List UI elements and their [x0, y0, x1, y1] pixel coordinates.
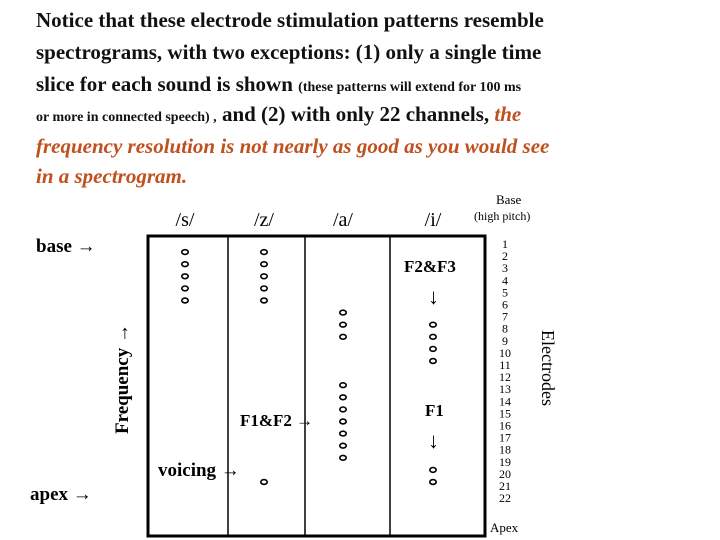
- electrode-number: 13: [499, 382, 511, 396]
- electrode-dot: [338, 430, 347, 437]
- electrode-dot: [181, 297, 190, 304]
- sound-label: /i/: [425, 209, 442, 231]
- text-segment: the: [494, 102, 522, 126]
- frame: [146, 234, 487, 538]
- electrode-dot: [428, 478, 437, 486]
- electrode-number: 11: [499, 358, 511, 372]
- electrode-number: 10: [499, 346, 511, 360]
- annotation: ↓: [428, 428, 439, 453]
- text-segment: (these patterns will extend for 100 ms: [298, 80, 522, 95]
- electrode-dot: [338, 309, 347, 316]
- electrode-dot: [428, 357, 437, 365]
- electrode-number: 1: [502, 237, 508, 251]
- electrode-dot: [428, 345, 437, 353]
- text-segment: or more in connected speech) ,: [36, 110, 217, 125]
- electrode-number: 14: [499, 394, 511, 408]
- electrode-dot: [338, 418, 347, 425]
- apex-label: Apex: [490, 520, 519, 535]
- electrode-dot: [259, 285, 268, 292]
- text-segment: slice for each sound is shown: [36, 72, 293, 96]
- electrode-dot: [259, 297, 268, 304]
- annotation: Frequency →: [112, 324, 133, 434]
- electrode-dot: [259, 478, 268, 486]
- text-line: in a spectrogram.: [36, 164, 188, 188]
- electrode-dot: [181, 273, 190, 280]
- electrode-number: 18: [499, 443, 511, 457]
- electrode-number: 8: [502, 322, 508, 336]
- annotation: apex →: [30, 484, 92, 505]
- base-note: (high pitch): [474, 209, 530, 223]
- annotation: voicing →: [158, 460, 240, 481]
- electrode-number: 12: [499, 370, 511, 384]
- text-line: frequency resolution is not nearly as go…: [36, 134, 550, 158]
- electrode-dot: [338, 333, 347, 340]
- electrode-dot: [428, 466, 437, 474]
- base-label: Base: [496, 192, 522, 207]
- electrode-dot: [259, 261, 268, 268]
- electrode-dot: [338, 382, 347, 389]
- sound-label: /s/: [176, 209, 195, 231]
- text-segment: and (2) with only 22 channels,: [221, 102, 490, 126]
- electrode-number: 15: [499, 406, 511, 420]
- text-line: Notice that these electrode stimulation …: [36, 8, 544, 32]
- electrode-dot: [259, 273, 268, 280]
- electrode-number: 2: [502, 249, 508, 263]
- electrodes-label: Electrodes: [538, 330, 558, 406]
- text-line: slice for each sound is shown (these pat…: [36, 72, 521, 97]
- electrode-dot: [428, 321, 437, 328]
- sound-label: /a/: [333, 209, 353, 231]
- electrode-number: 5: [502, 285, 508, 299]
- sound-label: /z/: [254, 209, 274, 231]
- electrode-dot: [181, 285, 190, 292]
- electrode-dot: [338, 406, 347, 413]
- electrode-dot: [181, 248, 190, 256]
- electrode-dot: [338, 321, 347, 328]
- annotation: base →: [36, 236, 96, 257]
- electrode-dot: [181, 261, 190, 268]
- electrode-dot: [428, 333, 437, 340]
- electrode-number: 3: [502, 261, 508, 275]
- text-line: or more in connected speech) , and (2) w…: [36, 102, 521, 127]
- electrode-number: 19: [499, 455, 511, 469]
- electrode-number: 22: [499, 491, 511, 505]
- electrode-dot: [338, 454, 347, 461]
- annotation: ↓: [428, 284, 439, 309]
- electrode-number: 4: [502, 273, 508, 287]
- annotation: F2&F3: [404, 257, 456, 276]
- electrode-number: 20: [499, 467, 511, 481]
- electrode-dot: [259, 248, 268, 256]
- electrode-number: 9: [502, 334, 508, 348]
- electrode-dot: [338, 394, 347, 401]
- text-line: spectrograms, with two exceptions: (1) o…: [36, 40, 542, 64]
- electrode-number: 7: [502, 310, 508, 324]
- electrode-number: 17: [499, 431, 511, 445]
- electrode-dot: [338, 442, 347, 449]
- annotation: F1: [425, 401, 444, 420]
- electrode-number: 16: [499, 419, 511, 433]
- annotation: F1&F2 →: [240, 411, 313, 430]
- electrode-number: 6: [502, 298, 508, 312]
- electrode-number: 21: [499, 479, 511, 493]
